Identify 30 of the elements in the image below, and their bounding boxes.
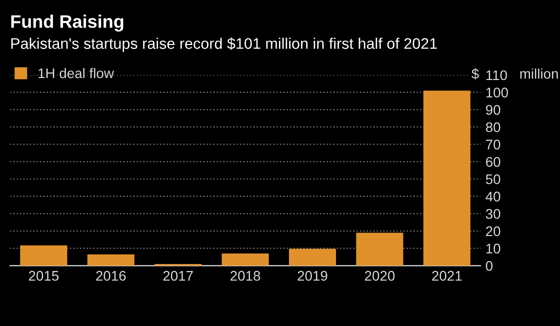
x-tick-label: 2018 (230, 270, 260, 281)
y-tick-label: 80 (486, 122, 500, 132)
y-tick-label: 0 (486, 261, 493, 271)
y-tick-label: 110 (486, 70, 507, 80)
y-tick-label: 30 (486, 209, 500, 219)
bar (423, 90, 470, 266)
text: million (520, 68, 558, 79)
y-tick-label: 70 (486, 140, 500, 150)
bar (87, 254, 134, 266)
bar (288, 248, 336, 266)
y-tick-label: 40 (486, 192, 500, 202)
chart-title: Fund Raising (11, 14, 124, 32)
x-tick-label: 2021 (432, 270, 462, 281)
chart-subtitle: Pakistan's startups raise record $101 million in first half of 2021 (11, 37, 437, 52)
x-tick-label: 2017 (163, 270, 193, 281)
x-tick-label: 2020 (364, 270, 395, 281)
y-tick-label: 100 (486, 88, 508, 98)
x-tick-label: 2015 (28, 270, 59, 281)
legend-label: 1H deal flow (38, 68, 114, 78)
bar (222, 254, 269, 266)
bar (356, 232, 404, 266)
y-tick-label: 60 (486, 157, 500, 167)
x-tick-label: 2019 (298, 270, 328, 281)
bar (20, 245, 68, 266)
y-tick-label: 90 (486, 104, 500, 115)
y-tick-label: 50 (486, 174, 500, 184)
y-tick-label: 10 (486, 244, 500, 254)
y-tick-label: 20 (486, 226, 500, 236)
x-tick-label: 2016 (96, 270, 126, 281)
annotation: $ (472, 68, 479, 80)
